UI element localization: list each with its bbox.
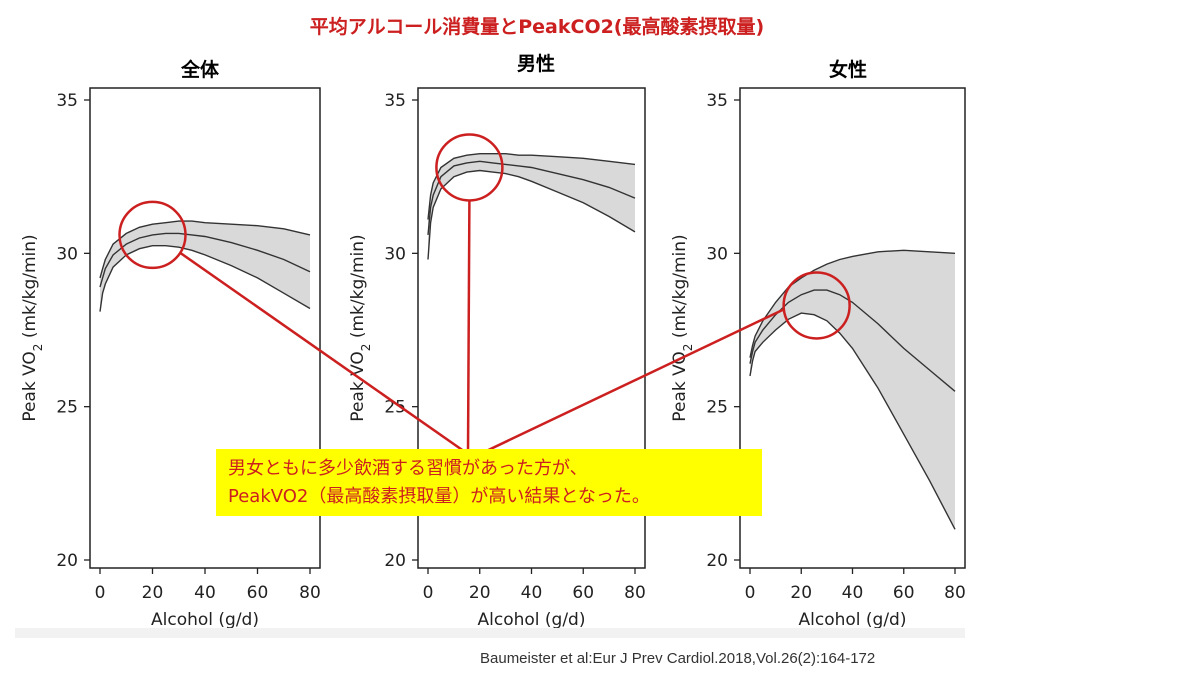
- x-tick-label: 60: [247, 583, 269, 603]
- x-tick-label: 80: [299, 583, 321, 603]
- y-tick-label: 25: [56, 398, 78, 418]
- x-tick-label: 60: [572, 583, 594, 603]
- y-tick-label: 35: [56, 91, 78, 111]
- x-tick-label: 20: [142, 583, 164, 603]
- y-tick-label: 30: [706, 244, 728, 264]
- x-axis-label: Alcohol (g/d): [151, 610, 259, 630]
- x-tick-label: 80: [624, 583, 646, 603]
- y-tick-label: 30: [56, 244, 78, 264]
- highlight-circle: [782, 271, 851, 340]
- connector-line-overall: [179, 252, 469, 456]
- y-axis-label: Peak VO2 (mk/kg/min): [348, 234, 373, 421]
- callout-line-1: 男女ともに多少飲酒する習慣があった方が、: [228, 458, 588, 479]
- mean-line: [749, 289, 956, 392]
- panel-1: 全体 20 25 30 35 0 20 40 60 80 Alcohol (g/d) Peak VO2…: [20, 58, 321, 630]
- mean-line: [427, 160, 636, 235]
- annotations: [179, 200, 785, 456]
- y-tick-label: 25: [384, 398, 406, 418]
- lower-bound-line: [99, 244, 311, 312]
- highlight-circle: [118, 200, 187, 270]
- y-tick-label: 35: [384, 91, 406, 111]
- x-tick-label: 20: [790, 583, 812, 603]
- x-tick-label: 40: [194, 583, 216, 603]
- connector-line-male: [466, 200, 471, 455]
- confidence-band: [428, 153, 635, 260]
- panel-title: 女性: [829, 58, 867, 81]
- upper-bound-line: [427, 152, 636, 220]
- y-tick-label: 20: [706, 551, 728, 571]
- x-tick-label: 0: [745, 583, 756, 603]
- x-tick-label: 0: [95, 583, 106, 603]
- lower-bound-line: [427, 169, 636, 260]
- callout-box: 男女ともに多少飲酒する習慣があった方が、 PeakVO2（最高酸素摂取量）が高い…: [216, 449, 762, 516]
- y-tick-label: 20: [56, 551, 78, 571]
- upper-bound-line: [749, 249, 956, 358]
- confidence-band: [100, 221, 310, 312]
- panel-3: 女性 20 25 30 35 0 20 40 60 80 Alcohol (g/d) Peak VO2…: [670, 58, 966, 630]
- chart-title: 平均アルコール消費量とPeakCO2(最高酸素摂取量): [310, 15, 764, 38]
- y-axis-label: Peak VO2 (mk/kg/min): [670, 234, 695, 421]
- x-tick-label: 60: [893, 583, 915, 603]
- panel-title: 全体: [180, 58, 220, 81]
- x-tick-label: 40: [521, 583, 543, 603]
- upper-bound-line: [99, 220, 311, 279]
- y-tick-label: 30: [384, 244, 406, 264]
- y-axis-label: Peak VO2 (mk/kg/min): [20, 234, 45, 421]
- panel-title: 男性: [517, 52, 555, 75]
- y-tick-label: 35: [706, 91, 728, 111]
- y-tick-label: 25: [706, 398, 728, 418]
- panel-2: 男性 20 25 30 35 0 20 40 60 80 Alcohol (g/d) Peak VO2…: [348, 52, 646, 630]
- x-axis-label: Alcohol (g/d): [799, 610, 907, 630]
- x-tick-label: 0: [423, 583, 434, 603]
- bottom-band: [15, 628, 965, 638]
- mean-line: [99, 232, 311, 288]
- confidence-band: [750, 250, 955, 530]
- x-axis-label: Alcohol (g/d): [478, 610, 586, 630]
- callout-background: [216, 449, 762, 516]
- callout-line-2: PeakVO2（最高酸素摂取量）が高い結果となった。: [228, 486, 650, 507]
- panels: 全体 20 25 30 35 0 20 40 60 80 Alcohol (g/d) Peak VO2…: [20, 52, 966, 630]
- y-tick-label: 20: [384, 551, 406, 571]
- citation: Baumeister et al:Eur J Prev Cardiol.2018…: [480, 650, 876, 667]
- connector-line-female: [479, 308, 785, 456]
- x-tick-label: 40: [842, 583, 864, 603]
- x-tick-label: 20: [469, 583, 491, 603]
- x-tick-label: 80: [944, 583, 966, 603]
- lower-bound-line: [749, 312, 956, 530]
